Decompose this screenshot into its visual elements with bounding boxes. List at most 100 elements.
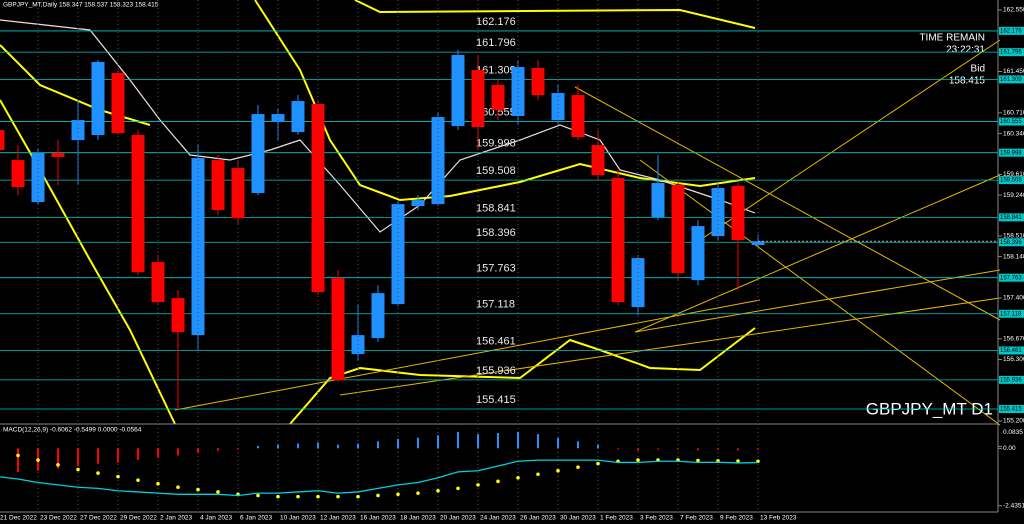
indicator-lines <box>0 0 1001 426</box>
level-label: 162.176 <box>476 16 516 28</box>
candle-body <box>691 226 705 281</box>
x-tick-label: 23 Dec 2022 <box>40 515 77 522</box>
signal-dot <box>396 492 400 497</box>
macd-histogram-bar <box>677 448 679 450</box>
signal-dot <box>696 458 700 463</box>
trend-line <box>339 297 1001 396</box>
level-label: 159.508 <box>476 165 516 177</box>
level-axis-label: 161.309 <box>1000 77 1022 83</box>
y-tick-label: 161.450 <box>1003 68 1024 75</box>
level-axis-label: 155.415 <box>1000 407 1022 413</box>
y-tick-label: 156.670 <box>1003 336 1024 343</box>
macd-histogram-bar <box>177 448 179 456</box>
level-axis-label: 159.998 <box>1000 150 1022 156</box>
level-axis-box <box>999 176 1024 185</box>
candle-body <box>51 153 65 158</box>
candle-body <box>611 178 625 303</box>
y-tick-label: 162.550 <box>1003 7 1024 14</box>
candle-body <box>151 262 165 303</box>
signal-dot <box>376 493 380 498</box>
signal-dot <box>476 483 480 487</box>
candle-body <box>731 186 745 241</box>
candle-body <box>91 62 105 136</box>
signal-dot <box>96 471 100 475</box>
candle-body <box>651 183 665 218</box>
signal-dot <box>316 494 320 499</box>
level-label: 159.998 <box>476 138 516 150</box>
candle-body <box>371 293 385 339</box>
level-axis-label: 155.936 <box>1000 377 1022 383</box>
signal-dot <box>76 467 80 472</box>
y-tick-label: 160.710 <box>1003 110 1024 117</box>
candle-body <box>231 168 245 219</box>
macd-histogram-bar <box>757 448 759 450</box>
chart-header: GBPJPY_MT,Daily 158.347 158.537 158.323 … <box>3 2 159 9</box>
macd-histogram-bar <box>557 437 559 449</box>
level-label: 155.415 <box>476 394 516 406</box>
candle-body <box>211 160 225 211</box>
y-tick-label: 159.610 <box>1003 171 1024 178</box>
signal-dot <box>736 459 740 463</box>
x-tick-label: 9 Feb 2023 <box>720 515 753 522</box>
level-axis-label: 160.555 <box>1000 119 1022 125</box>
signal-dot <box>516 475 520 480</box>
candle-body <box>491 85 505 111</box>
signal-dot <box>496 479 500 484</box>
candle-body <box>451 55 465 127</box>
x-tick-label: 7 Feb 2023 <box>680 515 713 522</box>
y-tick-label: -2.4351 <box>1003 502 1024 509</box>
signal-dot <box>216 490 220 494</box>
signal-dot <box>596 461 600 466</box>
signal-dot <box>336 494 340 499</box>
level-label: 161.796 <box>476 37 516 49</box>
macd-histogram-bar <box>57 448 59 469</box>
macd-histogram-bar <box>117 448 119 463</box>
candle-body <box>471 70 485 128</box>
trend-line <box>634 269 1001 333</box>
level-axis-label: 157.763 <box>1000 275 1022 281</box>
macd-histogram-bar <box>417 437 419 449</box>
level-axis-box <box>999 238 1024 247</box>
macd-histogram-bar <box>617 448 619 450</box>
macd-histogram-bar <box>437 435 439 449</box>
x-tick-label: 29 Dec 2022 <box>120 515 157 522</box>
macd-histogram-bar <box>257 445 259 449</box>
band-line <box>289 327 756 425</box>
candle-body <box>251 114 265 194</box>
x-tick-label: 12 Jan 2023 <box>320 515 356 522</box>
candle-body <box>111 73 125 134</box>
candle-body <box>511 67 525 117</box>
level-axis-label: 158.841 <box>1000 215 1022 221</box>
y-tick-label: 157.400 <box>1003 295 1024 302</box>
candle-body <box>411 200 425 207</box>
level-label: 158.841 <box>476 202 516 214</box>
macd-histogram-bar <box>237 448 239 450</box>
x-tick-label: 10 Jan 2023 <box>280 515 316 522</box>
candle-body <box>131 135 145 273</box>
signal-dot <box>576 465 580 469</box>
x-tick-label: 16 Jan 2023 <box>360 515 396 522</box>
time-remain-label: TIME REMAIN <box>919 33 985 44</box>
macd-histogram-bar <box>637 448 639 451</box>
level-axis-box <box>999 309 1024 318</box>
signal-dot <box>276 494 280 499</box>
level-axis-label: 158.396 <box>1000 240 1022 246</box>
signal-dot <box>536 472 540 477</box>
band-line <box>354 0 756 29</box>
y-tick-label: 0.0835 <box>1003 429 1023 436</box>
macd-histogram-bar <box>137 448 139 461</box>
macd-histogram-bar <box>377 441 379 449</box>
macd-histogram-bar <box>157 448 159 458</box>
level-axis-box <box>999 404 1024 413</box>
level-label: 157.763 <box>476 263 516 275</box>
x-tick-label: 30 Jan 2023 <box>560 515 596 522</box>
level-label: 160.555 <box>476 106 516 118</box>
band-line <box>0 99 176 425</box>
level-axis-box <box>999 273 1024 282</box>
band-line <box>0 44 151 126</box>
level-axis-box <box>999 148 1024 157</box>
macd-histogram-bar <box>317 442 319 449</box>
signal-dot <box>256 493 260 498</box>
macd-histogram-bar <box>657 448 659 450</box>
